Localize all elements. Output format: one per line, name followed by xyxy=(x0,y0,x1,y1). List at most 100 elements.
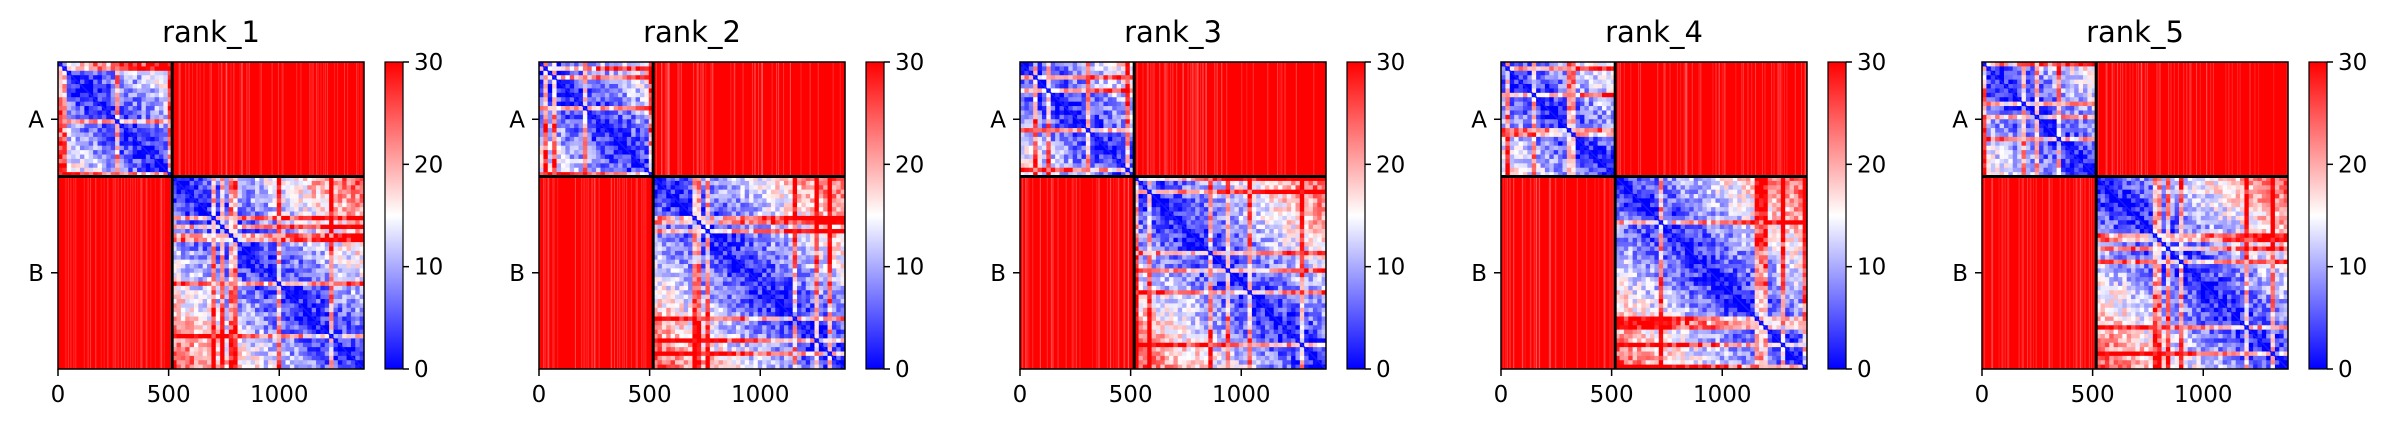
heatmap-cell xyxy=(569,62,575,67)
heatmap-cell xyxy=(193,207,199,212)
heatmap-cell xyxy=(539,79,544,85)
heatmap-cell xyxy=(298,320,304,326)
heatmap-cell xyxy=(163,92,169,98)
heatmap-cell xyxy=(207,259,212,265)
heatmap-cell xyxy=(159,145,164,151)
heatmap-cell xyxy=(714,264,719,269)
heatmap-cell xyxy=(137,66,142,72)
heatmap-cell xyxy=(289,237,295,243)
heatmap-cell xyxy=(193,259,199,265)
heatmap-cell xyxy=(805,189,811,195)
heatmap-cell xyxy=(289,215,295,221)
heatmap-cell xyxy=(626,110,632,116)
heatmap-cell xyxy=(701,264,706,269)
heatmap-cell xyxy=(709,185,715,191)
heatmap-cell xyxy=(66,158,72,164)
heatmap-cell xyxy=(346,325,352,331)
heatmap-cell xyxy=(749,242,754,247)
heatmap-cell xyxy=(823,294,828,300)
heatmap-cell xyxy=(661,303,667,309)
heatmap-cell xyxy=(705,303,711,309)
heatmap-cell xyxy=(320,268,326,274)
heatmap-cell xyxy=(836,250,842,256)
heatmap-cell xyxy=(246,224,252,230)
heatmap-cell xyxy=(58,163,63,169)
heatmap-cell xyxy=(337,264,343,269)
heatmap-cell xyxy=(727,237,733,243)
heatmap-cell xyxy=(783,299,789,304)
heatmap-cell xyxy=(93,123,98,129)
heatmap-cell xyxy=(609,106,615,111)
heatmap-cell xyxy=(211,320,217,326)
heatmap-cell xyxy=(224,259,230,265)
heatmap-stripe xyxy=(664,62,666,177)
heatmap-cell xyxy=(176,347,182,352)
heatmap-cell xyxy=(137,84,142,89)
heatmap-cell xyxy=(618,84,623,89)
heatmap-cell xyxy=(172,360,177,366)
heatmap-cell xyxy=(211,180,217,186)
heatmap-cell xyxy=(263,294,269,300)
heatmap-cell xyxy=(810,303,815,309)
heatmap-cell xyxy=(342,281,347,287)
heatmap-cell xyxy=(539,145,544,151)
heatmap-cell xyxy=(167,92,173,98)
heatmap-cell xyxy=(788,176,794,182)
heatmap-cell xyxy=(666,207,672,212)
heatmap-cell xyxy=(674,207,680,212)
heatmap-cell xyxy=(263,207,269,212)
heatmap-cell xyxy=(180,364,186,370)
heatmap-cell xyxy=(180,312,186,317)
heatmap-cell xyxy=(552,84,557,89)
heatmap-cell xyxy=(172,347,177,352)
heatmap-cell xyxy=(565,128,571,133)
heatmap-cell xyxy=(814,224,820,230)
heatmap-cell xyxy=(552,141,557,147)
heatmap-cell xyxy=(167,88,173,94)
heatmap-cell xyxy=(132,128,138,133)
heatmap-cell xyxy=(150,92,155,98)
heatmap-cell xyxy=(172,246,177,252)
heatmap-cell xyxy=(618,70,623,76)
heatmap-cell xyxy=(359,347,365,352)
heatmap-cell xyxy=(657,229,663,234)
heatmap-cell xyxy=(311,180,317,186)
heatmap-cell xyxy=(618,145,623,151)
heatmap-cell xyxy=(119,106,125,111)
heatmap-cell xyxy=(736,246,741,252)
heatmap-cell xyxy=(831,281,837,287)
heatmap-cell xyxy=(250,237,256,243)
heatmap-cell xyxy=(281,176,286,182)
heatmap-cell xyxy=(281,255,286,261)
heatmap-cell xyxy=(66,128,72,133)
heatmap-cell xyxy=(722,312,728,317)
heatmap-cell xyxy=(189,264,195,269)
heatmap-cell xyxy=(128,84,134,89)
heatmap-cell xyxy=(163,97,169,103)
heatmap-cell xyxy=(666,294,672,300)
heatmap-cell xyxy=(770,316,776,322)
heatmap-cell xyxy=(727,185,733,191)
heatmap-cell xyxy=(337,290,343,296)
heatmap-cell xyxy=(285,237,291,243)
heatmap-cell xyxy=(154,75,160,81)
heatmap-cell xyxy=(224,281,230,287)
heatmap-cell xyxy=(359,329,365,335)
heatmap-cell xyxy=(66,110,72,116)
heatmap-cell xyxy=(827,220,833,226)
heatmap-cell xyxy=(307,285,313,291)
heatmap-cell xyxy=(831,250,837,256)
heatmap-stripe xyxy=(598,176,600,369)
heatmap-cell xyxy=(631,145,636,151)
heatmap-cell xyxy=(709,211,715,217)
heatmap-cell xyxy=(237,320,243,326)
heatmap-cell xyxy=(766,229,772,234)
heatmap-cell xyxy=(145,114,151,120)
heatmap-cell xyxy=(692,250,698,256)
heatmap-cell xyxy=(701,294,706,300)
heatmap-cell xyxy=(237,189,243,195)
heatmap-cell xyxy=(722,277,728,282)
heatmap-cell xyxy=(657,220,663,226)
heatmap-cell xyxy=(753,316,759,322)
heatmap-cell xyxy=(276,259,282,265)
